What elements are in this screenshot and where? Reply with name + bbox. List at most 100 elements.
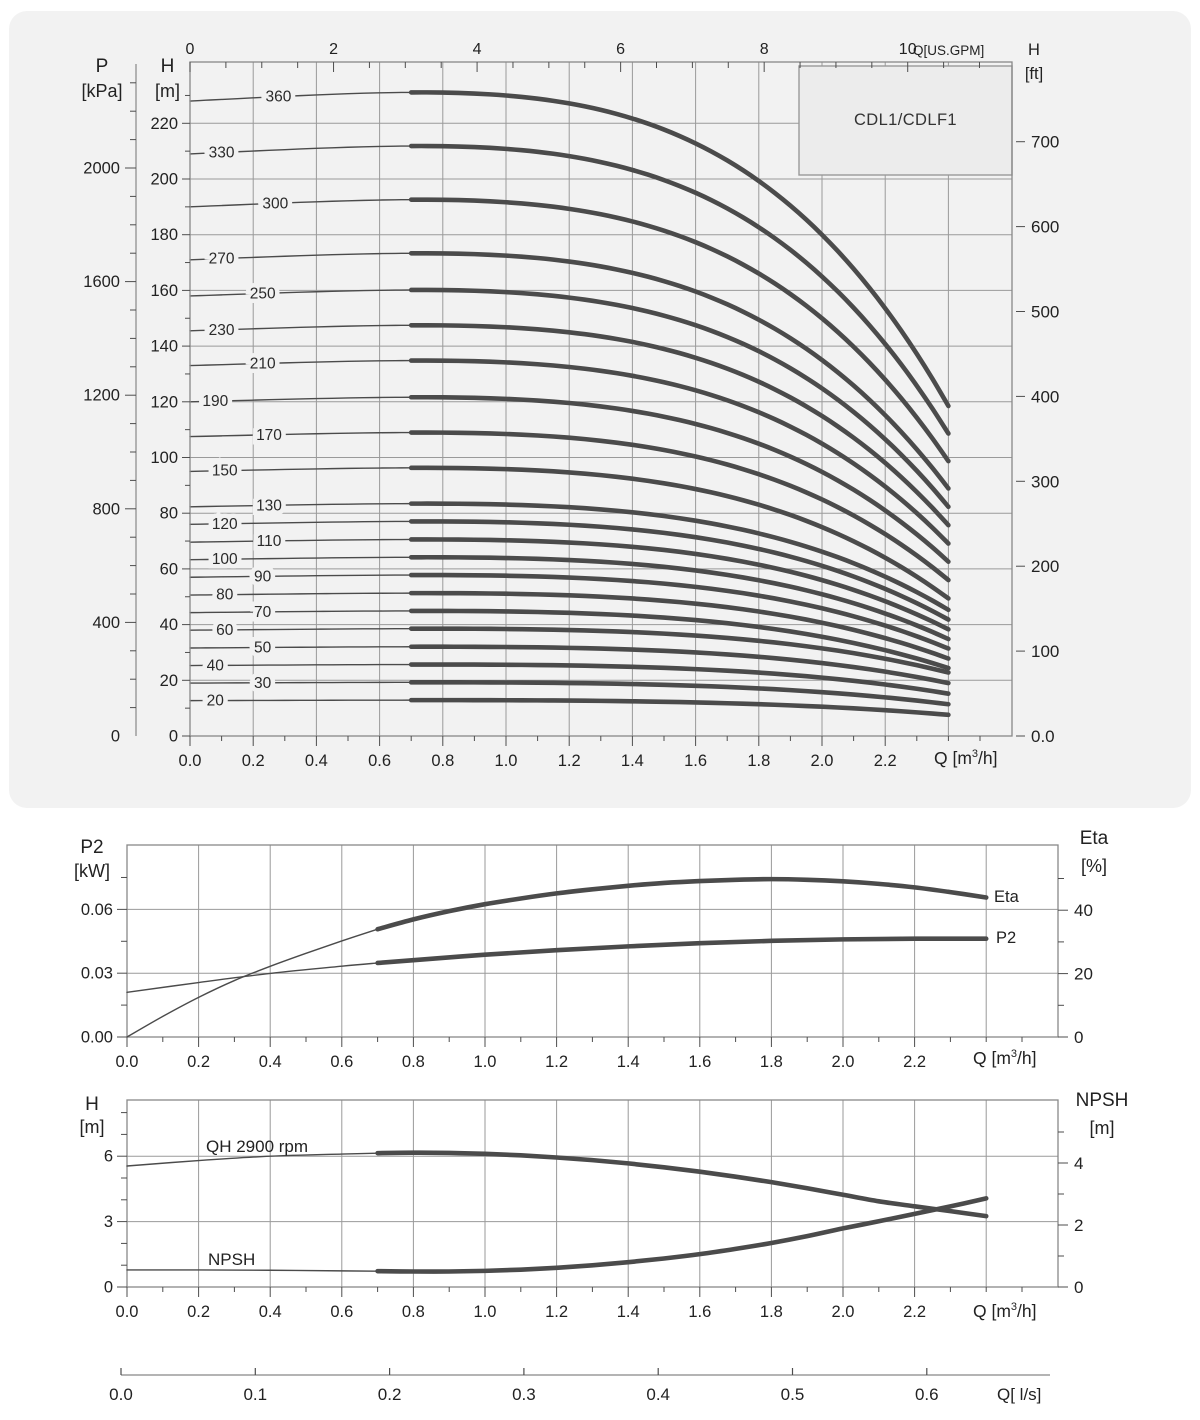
- h2-axis-title: H: [85, 1094, 99, 1115]
- qh-curve-thin-90: [189, 574, 412, 578]
- ft-tick-label: 200: [1031, 557, 1059, 576]
- x-tick-label: 2.0: [832, 1303, 855, 1321]
- p-tick-label: 1200: [83, 387, 120, 405]
- x-tick-label: 1.2: [558, 752, 581, 770]
- qh-curve-60: [408, 626, 951, 675]
- h-tick-label: 180: [150, 226, 178, 244]
- qh-curve-90: [408, 572, 951, 651]
- qh-curve-150: [408, 465, 951, 601]
- series-thin-P2: [126, 962, 379, 994]
- x-tick-label: 1.8: [760, 1053, 783, 1071]
- qh-curve-thin-50: [189, 646, 412, 649]
- right-tick-label: 4: [1074, 1154, 1083, 1173]
- ls-tick-label: 0.4: [646, 1385, 670, 1404]
- x-tick-label: 1.6: [688, 1303, 711, 1321]
- ft-tick-label: 700: [1031, 133, 1059, 152]
- h-tick-label: 220: [150, 115, 178, 133]
- x-tick-label: 1.0: [495, 752, 518, 770]
- x-tick-label: 0.2: [187, 1053, 210, 1071]
- x-tick-label: 2.2: [903, 1053, 926, 1071]
- qh-curve-120: [408, 519, 951, 622]
- p-tick-label: 2000: [83, 160, 120, 178]
- h-tick-label: 0: [169, 728, 178, 746]
- qh-curve-thin-120: [189, 520, 412, 526]
- qh-curve-360: [408, 90, 951, 409]
- gpm-tick-label: 6: [616, 41, 625, 58]
- x-tick-label: 0.4: [305, 752, 328, 770]
- qh-curve-thin-250: [189, 289, 412, 297]
- x-tick-label: 1.2: [545, 1303, 568, 1321]
- qh-curve-110: [408, 537, 951, 632]
- bottom-flow-unit-label: Q [m3/h]: [973, 1301, 1037, 1321]
- qh-curve-230: [408, 322, 951, 528]
- h-axis-title: H: [160, 56, 175, 77]
- curve-label-230: 230: [209, 322, 235, 339]
- right-tick-label: 20: [1074, 965, 1093, 984]
- qh-curve-thin-300: [189, 198, 412, 208]
- x-tick-label: 1.0: [474, 1053, 497, 1071]
- curve-label-60: 60: [216, 622, 234, 639]
- qh-curve-330: [408, 143, 951, 436]
- h-tick-label: 140: [150, 338, 178, 356]
- qh-curve-thin-270: [189, 252, 412, 261]
- curve-label-190: 190: [202, 393, 228, 410]
- p-tick-label: 800: [92, 500, 120, 518]
- x-tick-label: 0.8: [402, 1303, 425, 1321]
- curve-label-210: 210: [250, 355, 276, 372]
- p2-curve-label: P2: [996, 929, 1017, 947]
- qh-curve-170: [408, 430, 951, 583]
- curve-label-360: 360: [266, 89, 292, 106]
- x-tick-label: 0.6: [330, 1053, 353, 1071]
- x-tick-label: 2.0: [832, 1053, 855, 1071]
- middle-flow-unit-label: Q [m3/h]: [973, 1048, 1037, 1068]
- ft-tick-label: 300: [1031, 472, 1059, 491]
- ls-tick-label: 0.6: [915, 1385, 939, 1404]
- x-tick-label: 0.4: [259, 1303, 282, 1321]
- qh-curve-50: [408, 644, 951, 686]
- npsh-axis-title: NPSH: [1075, 1090, 1129, 1111]
- p-tick-label: 1600: [83, 273, 120, 291]
- ls-axis-label: Q[ l/s]: [997, 1385, 1042, 1404]
- qh-curve-thin-170: [189, 431, 412, 438]
- qh-curve-80: [408, 590, 951, 661]
- series-Eta: [375, 876, 989, 932]
- ft-tick-label: 600: [1031, 218, 1059, 237]
- ft-tick-label: 100: [1031, 642, 1059, 661]
- ls-tick-label: 0.0: [109, 1385, 133, 1404]
- eta-axis-unit: [%]: [1080, 856, 1107, 876]
- plot-border: [126, 1099, 1059, 1288]
- model-label: CDL1/CDLF1: [853, 111, 958, 129]
- qh-curve-thin-330: [189, 145, 412, 155]
- curve-label-300: 300: [262, 195, 288, 212]
- p2-axis-unit: [kW]: [74, 861, 110, 881]
- gpm-tick-label: 8: [760, 41, 769, 58]
- qh-curve-thin-130: [189, 502, 412, 508]
- qh-curve-thin-230: [189, 324, 412, 332]
- gpm-axis-label: Q[US.GPM]: [913, 43, 985, 58]
- qh-curve-210: [408, 358, 951, 546]
- curve-label-20: 20: [207, 693, 225, 710]
- left-tick-label: 6: [104, 1148, 113, 1166]
- qh-curve-thin-100: [189, 556, 412, 561]
- left-tick-label: 0: [104, 1279, 113, 1297]
- x-tick-label: 0.8: [402, 1053, 425, 1071]
- p2-axis-title: P2: [80, 837, 104, 858]
- gpm-tick-label: 0: [186, 41, 195, 58]
- left-tick-label: 0.03: [81, 965, 113, 983]
- qh-curve-thin-110: [189, 538, 412, 543]
- curve-label-30: 30: [254, 675, 272, 692]
- x-tick-label: 1.8: [760, 1303, 783, 1321]
- curve-label-100: 100: [212, 551, 238, 568]
- curve-label-90: 90: [254, 568, 272, 585]
- gpm-tick-label: 4: [473, 41, 482, 58]
- ls-tick-label: 0.2: [378, 1385, 402, 1404]
- qh-curve-130: [408, 501, 951, 613]
- qh-curve-thin-60: [189, 627, 412, 631]
- h-tick-label: 80: [160, 505, 178, 523]
- ft-tick-label: 400: [1031, 387, 1059, 406]
- top-flow-unit-label: Q [m3/h]: [934, 748, 998, 768]
- x-tick-label: 2.0: [811, 752, 834, 770]
- qh-curve-30: [408, 680, 951, 707]
- x-tick-label: 1.4: [621, 752, 644, 770]
